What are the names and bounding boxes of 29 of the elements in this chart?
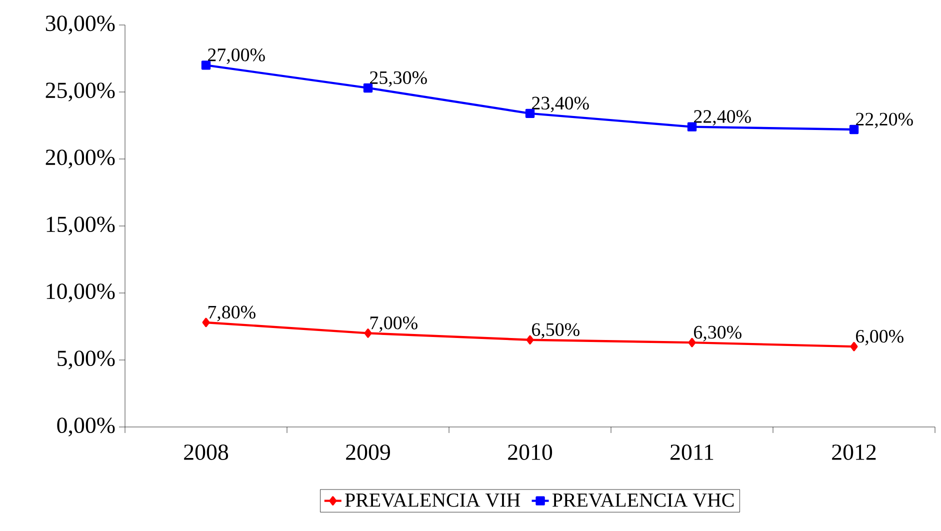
y-tick-label: 10,00% (46, 284, 115, 302)
y-tick-label: 20,00% (46, 150, 115, 168)
data-label: 22,40% (694, 110, 751, 126)
x-tick-label: 2009 (346, 444, 390, 460)
x-tick-label: 2010 (508, 444, 552, 460)
data-label: 7,80% (208, 306, 256, 322)
y-tick-label: 25,00% (46, 82, 115, 102)
point (850, 342, 858, 352)
data-label: 7,00% (370, 316, 418, 332)
y-tick-label: 5,00% (58, 350, 115, 370)
y-tick-label: 15,00% (46, 216, 115, 236)
x-tick-label: 2012 (832, 444, 876, 460)
x-tick-label: 2011 (670, 444, 714, 460)
point (688, 338, 696, 348)
point (526, 335, 534, 344)
y-tick-label: 0,00% (57, 418, 115, 436)
y-tick-label: 30,00% (46, 16, 115, 34)
data-label: 22,20% (856, 112, 913, 128)
data-label: 27,00% (208, 48, 265, 64)
data-label: 6,00% (856, 330, 904, 346)
point (202, 318, 210, 328)
x-tick-label: 2008 (184, 444, 228, 460)
legend-label: PREVALENCIA VHC (552, 493, 734, 507)
data-label: 6,50% (532, 323, 580, 339)
data-label: 23,40% (532, 96, 589, 112)
data-label: 25,30% (370, 71, 427, 87)
legend-label: PREVALENCIA VIH (345, 493, 520, 507)
point (364, 328, 372, 338)
data-label: 6,30% (694, 326, 742, 342)
